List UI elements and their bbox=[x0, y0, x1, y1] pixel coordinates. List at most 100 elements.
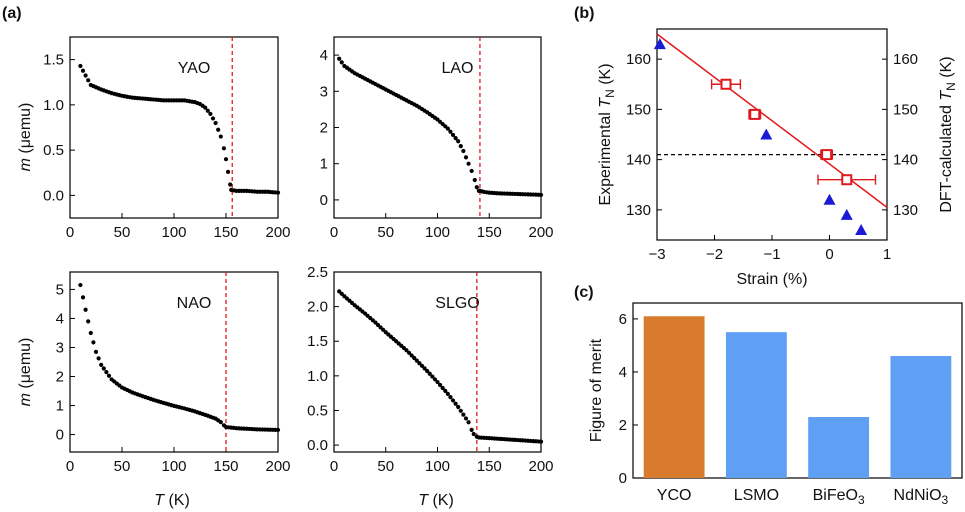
data-point bbox=[404, 348, 409, 353]
x-tick-label: −3 bbox=[648, 246, 665, 263]
y-tick-label-right: 160 bbox=[893, 51, 918, 68]
data-point bbox=[463, 416, 469, 421]
panel-label-b: (b) bbox=[574, 5, 594, 22]
y-tick-label: 2.5 bbox=[307, 264, 328, 281]
x-tick-label: 50 bbox=[114, 458, 131, 475]
data-point bbox=[461, 412, 466, 417]
x-tick-label: 0 bbox=[66, 224, 74, 241]
y-tick-label: 4 bbox=[56, 310, 64, 327]
y-tick-label: 5 bbox=[56, 281, 64, 298]
fit-line bbox=[656, 33, 888, 208]
x-axis-label: Strain (%) bbox=[736, 271, 807, 288]
data-point bbox=[437, 382, 443, 388]
data-point bbox=[458, 144, 463, 149]
dft-point bbox=[840, 208, 853, 220]
data-point bbox=[86, 78, 91, 83]
x-tick-label: 50 bbox=[377, 458, 394, 475]
y-axis-label-left: Experimental TN (K) bbox=[597, 63, 617, 205]
data-point bbox=[93, 349, 99, 354]
data-point bbox=[466, 161, 471, 166]
y-tick-label-left: 150 bbox=[626, 101, 651, 118]
data-point bbox=[78, 63, 83, 69]
y-tick-label: 1 bbox=[320, 156, 328, 173]
dft-point bbox=[855, 223, 868, 235]
y-tick-label: 1 bbox=[56, 398, 64, 415]
y-tick-label: 2 bbox=[56, 369, 64, 386]
data-point bbox=[453, 401, 458, 406]
subplot-slgo: 0 50 100 150 200 0.0 0.5 1.0 1.5 2.0 2.5 SLGO bbox=[307, 264, 553, 475]
data-point bbox=[275, 427, 281, 433]
data-point bbox=[106, 373, 112, 378]
data-point bbox=[450, 398, 456, 403]
x-tick-label: 200 bbox=[265, 458, 290, 475]
data-point bbox=[409, 353, 414, 358]
data-point bbox=[80, 68, 86, 73]
y-tick-label: 0 bbox=[56, 427, 64, 444]
x-tick-label: 100 bbox=[161, 224, 186, 241]
data-point bbox=[218, 134, 223, 139]
data-point bbox=[337, 56, 342, 61]
data-point bbox=[472, 177, 477, 183]
xlabel-a-left: T (K) bbox=[154, 492, 190, 509]
x-tick-label: 1 bbox=[883, 246, 891, 263]
y-tick-label: 0.5 bbox=[43, 142, 64, 159]
bar bbox=[643, 316, 705, 478]
data-point bbox=[445, 391, 450, 396]
y-tick-label: 2.0 bbox=[307, 299, 328, 316]
data-point bbox=[538, 192, 544, 197]
x-tick-label: 0 bbox=[330, 224, 338, 241]
category-label: BiFeO3 bbox=[813, 487, 865, 507]
plot-frame bbox=[333, 36, 542, 219]
y-axis-label: Figure of merit bbox=[588, 338, 605, 442]
y-tick-label: 6 bbox=[619, 311, 627, 328]
x-tick-label: 200 bbox=[528, 224, 553, 241]
plot-frame bbox=[69, 271, 279, 453]
data-point bbox=[448, 395, 453, 400]
y-tick-label: 1.5 bbox=[307, 333, 328, 350]
data-point bbox=[104, 370, 109, 375]
data-point bbox=[86, 319, 91, 324]
y-tick-label: 0.0 bbox=[43, 187, 64, 204]
y-tick-label: 0 bbox=[619, 470, 627, 487]
subplot-lao: 0 50 100 150 200 0 1 2 3 4 LAO bbox=[320, 36, 554, 241]
data-point bbox=[216, 127, 221, 132]
x-tick-label: 50 bbox=[114, 224, 131, 241]
data-point bbox=[99, 362, 104, 368]
sample-label: SLGO bbox=[435, 295, 479, 312]
data-point bbox=[83, 73, 88, 78]
data-point bbox=[221, 146, 227, 151]
data-point bbox=[225, 169, 231, 174]
y-tick-label: 1.0 bbox=[43, 97, 64, 114]
y-tick-label: 0.5 bbox=[307, 402, 328, 419]
ylabel-a-top: m (μemu) bbox=[17, 103, 34, 172]
bar bbox=[890, 356, 952, 478]
panel-label-c: (c) bbox=[574, 284, 594, 301]
y-tick-label: 4 bbox=[320, 47, 328, 64]
x-tick-label: 200 bbox=[265, 224, 290, 241]
sample-label: NAO bbox=[177, 295, 212, 312]
y-tick-label: 2 bbox=[320, 120, 328, 137]
data-point bbox=[450, 132, 456, 138]
xlabel-a-right: T (K) bbox=[418, 492, 454, 509]
data-point bbox=[78, 282, 83, 288]
y-tick-label: 2 bbox=[619, 417, 627, 434]
y-tick-label: 3 bbox=[320, 83, 328, 100]
experimental-point bbox=[749, 108, 761, 120]
x-tick-label: 0 bbox=[330, 458, 338, 475]
data-point bbox=[461, 148, 466, 154]
data-point bbox=[430, 374, 435, 379]
data-point bbox=[339, 60, 344, 65]
dft-point bbox=[653, 38, 666, 50]
plot-frame bbox=[632, 302, 963, 479]
data-point bbox=[96, 356, 101, 361]
y-tick-label: 4 bbox=[619, 364, 627, 381]
y-tick-label-right: 140 bbox=[893, 152, 918, 169]
y-tick-label-left: 140 bbox=[626, 152, 651, 169]
y-axis-label-right: DFT-calculated TN (K) bbox=[938, 56, 958, 212]
data-point bbox=[228, 182, 233, 187]
data-point bbox=[463, 155, 469, 160]
data-point bbox=[456, 404, 461, 410]
data-point bbox=[538, 439, 544, 444]
y-tick-label: 0 bbox=[320, 192, 328, 209]
